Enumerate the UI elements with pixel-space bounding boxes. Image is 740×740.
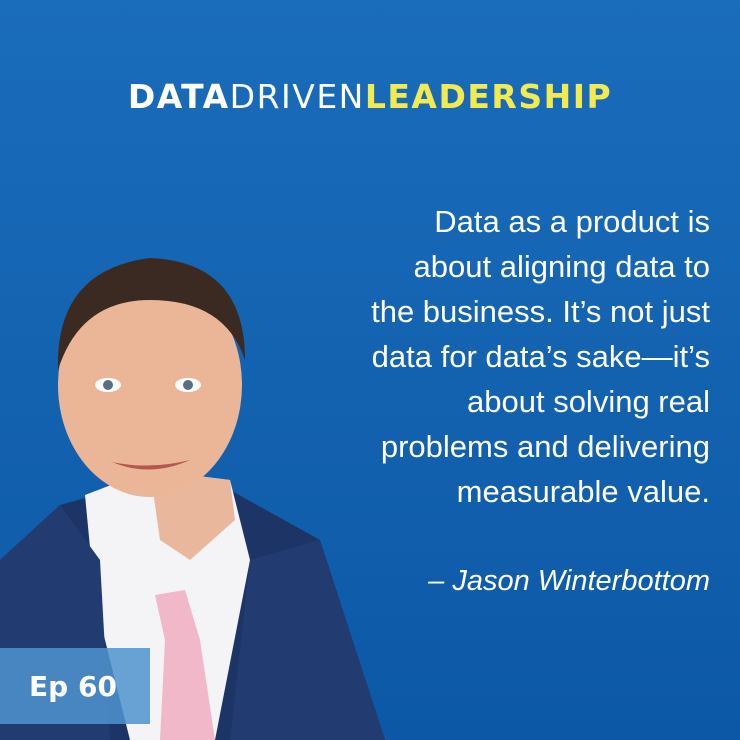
- brand-part: DRIVEN: [230, 77, 365, 116]
- brand-title: DATADRIVENLEADERSHIP: [128, 77, 612, 116]
- quote-line: data for data’s sake—it’s: [372, 339, 710, 374]
- quote-line: about solving real: [467, 384, 710, 419]
- episode-label: Ep 60: [29, 670, 117, 703]
- episode-badge: [0, 648, 150, 724]
- brand-part: LEADERSHIP: [365, 77, 612, 116]
- quote: Data as a product is about aligning data …: [371, 204, 710, 509]
- brand-part: DATA: [128, 77, 230, 116]
- quote-line: measurable value.: [457, 474, 710, 509]
- quote-line: about aligning data to: [414, 249, 710, 284]
- quote-line: problems and delivering: [381, 429, 710, 464]
- quote-line: the business. It’s not just: [371, 294, 710, 329]
- attribution: – Jason Winterbottom: [427, 565, 710, 597]
- quote-line: Data as a product is: [434, 204, 710, 239]
